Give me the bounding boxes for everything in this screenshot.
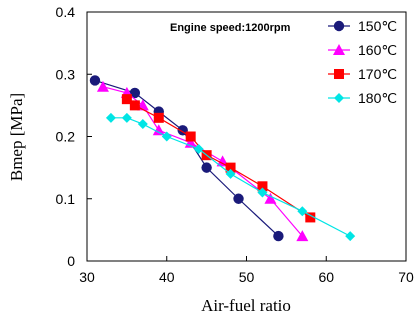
y-tick-label: 0 (67, 253, 75, 269)
data-point (201, 162, 212, 173)
data-point (161, 131, 172, 142)
data-point (225, 162, 236, 173)
y-axis-title: Bmep [MPa] (7, 93, 26, 181)
legend-item: 150℃ (328, 18, 397, 34)
x-tick-label: 60 (318, 269, 334, 285)
x-axis-title: Air-fuel ratio (201, 296, 291, 315)
data-point (264, 192, 277, 204)
data-point (257, 187, 268, 198)
y-tick-label: 0.2 (56, 129, 76, 145)
legend-item: 180℃ (328, 90, 397, 106)
series-3 (105, 112, 356, 242)
x-tick-label: 50 (239, 269, 255, 285)
data-point (152, 124, 165, 136)
series-layer (89, 75, 356, 242)
data-point (193, 143, 204, 154)
annotation-engine-speed: Engine speed:1200rpm (170, 22, 291, 34)
data-point (296, 230, 309, 242)
x-tick-label: 40 (159, 269, 175, 285)
series-0 (89, 75, 284, 242)
data-point (233, 193, 244, 204)
data-point (105, 112, 116, 123)
x-tick-label: 70 (398, 269, 414, 285)
data-point (153, 112, 164, 123)
y-tick-label: 0.4 (56, 4, 76, 20)
legend-label: 170℃ (358, 66, 397, 82)
legend-label: 180℃ (358, 90, 397, 106)
data-point (185, 131, 196, 142)
data-point (345, 231, 356, 242)
axis-ticks: 30 40 50 60 70 0 0.1 0.2 0.3 0.4 (56, 4, 414, 285)
legend-item: 170℃ (328, 66, 397, 82)
data-point (129, 87, 141, 99)
data-point (129, 100, 140, 111)
legend-marker (334, 69, 344, 79)
data-point (305, 212, 316, 223)
legend-marker (333, 20, 345, 32)
x-tick-label: 30 (79, 269, 95, 285)
data-point (137, 119, 148, 130)
legend-label: 150℃ (358, 18, 397, 34)
legend-label: 160℃ (358, 42, 397, 58)
data-point (297, 206, 308, 217)
legend-marker (333, 44, 345, 55)
data-point (121, 112, 132, 123)
legend: 150℃ 160℃ 170℃ 180℃ (328, 18, 397, 106)
data-point (273, 230, 284, 242)
data-point (96, 80, 109, 92)
legend-marker (334, 93, 344, 103)
data-point (225, 168, 236, 179)
data-point (257, 181, 268, 192)
legend-item: 160℃ (328, 42, 397, 58)
y-tick-label: 0.1 (56, 191, 76, 207)
data-point (89, 75, 101, 86)
data-point (121, 94, 132, 105)
y-tick-label: 0.3 (56, 66, 76, 82)
